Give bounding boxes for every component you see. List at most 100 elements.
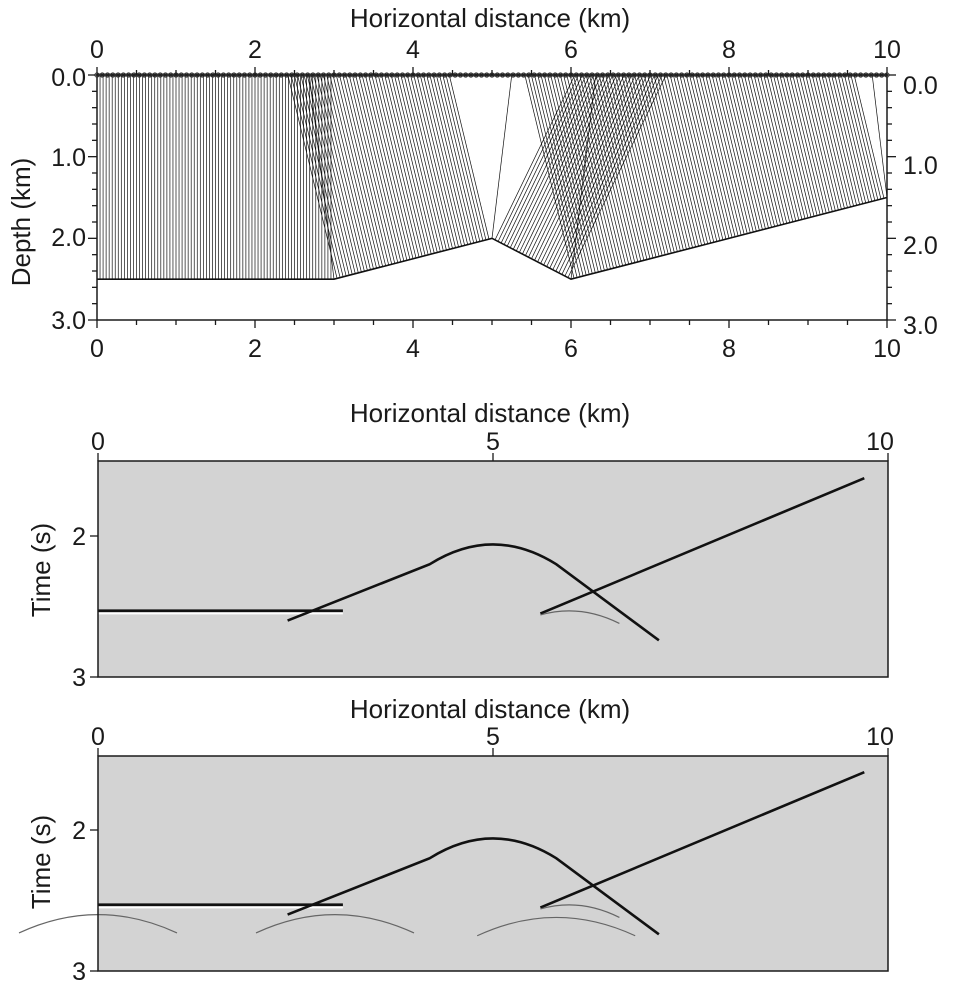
- zero-offset-x-tick: 5: [486, 428, 500, 456]
- ray: [724, 74, 763, 230]
- zero-offset-panel: Horizontal distance (km) Time (s) 0 5 10…: [26, 398, 894, 692]
- modeled-x-tick: 5: [486, 723, 500, 751]
- ray: [348, 74, 396, 264]
- zero-offset-x-title: Horizontal distance (km): [350, 398, 630, 428]
- receiver-marker: [468, 72, 474, 78]
- receiver-marker: [542, 72, 548, 78]
- ray: [497, 74, 579, 242]
- receiver-marker: [779, 72, 785, 78]
- ray: [566, 74, 614, 269]
- ray: [618, 74, 663, 256]
- ray: [750, 74, 788, 224]
- receiver-marker: [241, 72, 248, 78]
- diffraction-arc: [476, 916, 636, 937]
- ray: [653, 74, 696, 248]
- ray: [627, 74, 672, 254]
- ray: [319, 74, 368, 271]
- modeled-x-title: Horizontal distance (km): [350, 694, 630, 724]
- ray: [316, 74, 365, 272]
- anticline-event: [287, 543, 660, 642]
- ray: [727, 74, 766, 229]
- receiver-marker: [394, 72, 400, 78]
- ray: [570, 74, 597, 280]
- ray: [682, 74, 724, 240]
- receiver-marker: [194, 72, 200, 78]
- depth-top-x-tick: 4: [406, 36, 420, 64]
- modeled-events: [18, 770, 865, 937]
- ray: [760, 74, 797, 222]
- ray: [827, 74, 860, 205]
- receiver-marker: [557, 72, 564, 78]
- ray: [747, 74, 785, 225]
- depth-left-y-tick: 3.0: [51, 307, 86, 335]
- ray: [547, 74, 596, 273]
- ray: [679, 74, 721, 241]
- receiver-marker: [189, 72, 195, 78]
- ray: [592, 74, 639, 262]
- ray: [313, 74, 362, 273]
- reflector-line: [97, 196, 888, 281]
- ray: [306, 74, 356, 274]
- ray: [669, 74, 712, 244]
- ray: [811, 74, 845, 209]
- ray: [576, 74, 623, 266]
- ray: [543, 74, 593, 274]
- depth-right-y-tick: 3.0: [903, 312, 938, 340]
- receiver-marker: [615, 72, 622, 78]
- depth-top-x-tick: 10: [873, 36, 901, 64]
- receiver-marker: [141, 72, 147, 78]
- receiver-marker: [784, 72, 790, 78]
- ray: [718, 74, 757, 232]
- zero-offset-y-tick: 2: [72, 523, 86, 551]
- depth-top-x-tick: 0: [90, 36, 104, 64]
- ray: [611, 74, 657, 258]
- depth-bottom-x-tick: 2: [248, 335, 262, 363]
- receiver-marker: [262, 72, 269, 78]
- ray: [297, 74, 347, 277]
- receiver-marker: [668, 72, 674, 78]
- ray: [595, 74, 642, 262]
- ray: [705, 74, 745, 235]
- receiver-marker: [220, 72, 226, 78]
- ray: [310, 74, 359, 273]
- ray: [792, 74, 827, 214]
- ray: [824, 74, 857, 206]
- ray: [871, 74, 888, 198]
- receiver-marker: [205, 72, 211, 78]
- receiver-marker: [157, 72, 163, 78]
- ray: [524, 74, 575, 279]
- receiver-marker: [773, 72, 780, 78]
- receiver-marker: [673, 72, 679, 78]
- ray: [403, 74, 447, 251]
- depth-top-x-tick: 6: [564, 36, 578, 64]
- ray: [731, 74, 769, 229]
- receiver-marker: [473, 72, 479, 78]
- receiver-marker: [236, 72, 242, 78]
- dipping-right-event: [539, 476, 865, 615]
- receiver-marker: [642, 72, 648, 78]
- ray: [711, 74, 751, 233]
- ray: [358, 74, 405, 262]
- depth-top-x-tick: 8: [722, 36, 736, 64]
- receiver-marker: [742, 72, 748, 78]
- depth-bottom-x-tick: 0: [90, 335, 104, 363]
- receiver-marker: [657, 72, 664, 78]
- depth-left-y-tick: 0.0: [51, 64, 86, 92]
- ray: [293, 74, 344, 277]
- ray: [429, 74, 472, 244]
- ray: [572, 74, 620, 267]
- ray: [624, 74, 669, 255]
- ray: [744, 74, 781, 226]
- receiver-marker: [547, 72, 553, 78]
- receiver-marker: [852, 72, 859, 78]
- ray: [371, 74, 417, 259]
- receiver-marker: [152, 72, 158, 78]
- ray: [779, 74, 815, 217]
- ray: [352, 74, 399, 263]
- ray: [381, 74, 426, 256]
- receiver-marker: [836, 72, 843, 78]
- ray: [698, 74, 739, 237]
- ray: [656, 74, 699, 247]
- zero-offset-background: [98, 461, 888, 677]
- ray: [734, 74, 772, 228]
